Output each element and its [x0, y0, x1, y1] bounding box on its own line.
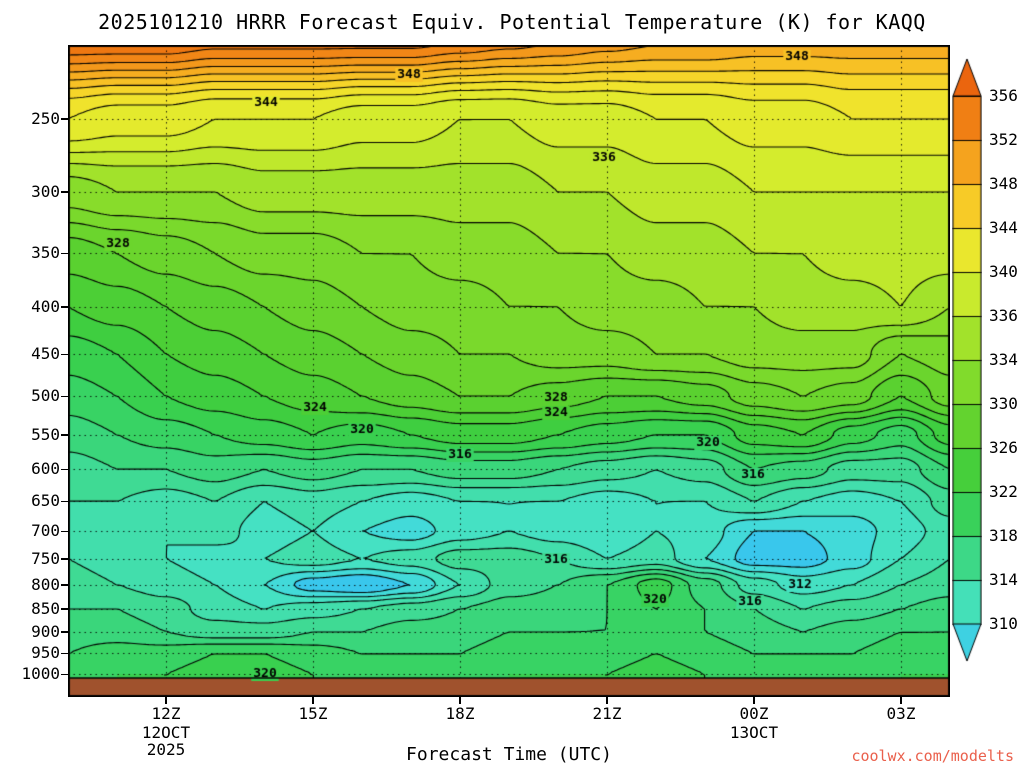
chart-title: 2025101210 HRRR Forecast Equiv. Potentia…: [98, 10, 926, 34]
y-tickmark-750: [61, 558, 68, 560]
x-tick-18Z: 18Z: [445, 704, 475, 723]
x-axis-title: Forecast Time (UTC): [406, 744, 612, 765]
colorbar-canvas: [952, 58, 982, 662]
y-tickmark-650: [61, 500, 68, 503]
y-tickmark-250: [61, 118, 68, 120]
x-tickmark-15Z: [312, 697, 314, 704]
y-tick-450: 450: [31, 344, 60, 364]
y-tick-900: 900: [31, 621, 60, 641]
watermark: coolwx.com/modelts: [851, 747, 1014, 765]
y-tick-550: 550: [31, 424, 60, 444]
y-tickmark-1000: [61, 673, 68, 675]
y-tickmark-850: [61, 608, 68, 610]
y-tickmark-600: [61, 468, 68, 471]
x-tickmark-18Z: [459, 697, 461, 704]
y-tick-300: 300: [31, 181, 60, 201]
y-tick-850: 850: [31, 598, 60, 618]
x-tick-21Z: 21Z: [592, 704, 622, 723]
x-tickmark-00Z: [753, 697, 755, 704]
colorbar-tick-348: 348: [989, 174, 1018, 193]
colorbar-tick-344: 344: [989, 218, 1018, 237]
y-tickmark-700: [61, 530, 68, 533]
colorbar-tick-310: 310: [989, 614, 1018, 633]
x-tick-15Z: 15Z: [298, 704, 328, 723]
y-tickmark-350: [61, 252, 68, 255]
x-tickmark-21Z: [606, 697, 608, 704]
x-tick-12Z: 12Z: [151, 704, 181, 723]
colorbar-tick-334: 334: [989, 350, 1018, 369]
x-date-13OCT: 13OCT: [729, 723, 779, 742]
y-tick-400: 400: [31, 296, 60, 316]
y-tick-800: 800: [31, 574, 60, 594]
x-date-12OCT: 12OCT: [141, 723, 191, 742]
theta-e-cross-section-canvas: [68, 45, 950, 697]
x-tick-03Z: 03Z: [886, 704, 916, 723]
y-tick-250: 250: [31, 108, 60, 128]
y-tick-500: 500: [31, 386, 60, 406]
y-tickmark-800: [61, 584, 68, 586]
colorbar-tick-322: 322: [989, 482, 1018, 501]
y-tick-600: 600: [31, 459, 60, 479]
y-tickmark-900: [61, 631, 68, 633]
y-tickmark-450: [61, 353, 68, 356]
y-tick-950: 950: [31, 643, 60, 663]
colorbar-tick-352: 352: [989, 130, 1018, 149]
x-tickmark-03Z: [900, 697, 902, 704]
colorbar-tick-314: 314: [989, 570, 1018, 589]
colorbar-tick-326: 326: [989, 438, 1018, 457]
colorbar-tick-356: 356: [989, 86, 1018, 105]
y-tickmark-950: [61, 652, 68, 655]
y-tick-750: 750: [31, 548, 60, 568]
x-tick-00Z: 00Z: [739, 704, 769, 723]
y-tickmark-400: [61, 306, 68, 308]
x-tickmark-12Z: [165, 697, 167, 704]
y-tick-350: 350: [31, 243, 60, 263]
x-date-2025: 2025: [146, 740, 186, 759]
y-tickmark-550: [61, 434, 68, 436]
colorbar-tick-336: 336: [989, 306, 1018, 325]
y-tick-700: 700: [31, 521, 60, 541]
y-tickmark-300: [61, 191, 68, 193]
colorbar-tick-340: 340: [989, 262, 1018, 281]
y-tick-650: 650: [31, 491, 60, 511]
colorbar-tick-330: 330: [989, 394, 1018, 413]
y-tick-1000: 1000: [21, 664, 60, 683]
colorbar-tick-318: 318: [989, 526, 1018, 545]
y-tickmark-500: [61, 395, 68, 398]
